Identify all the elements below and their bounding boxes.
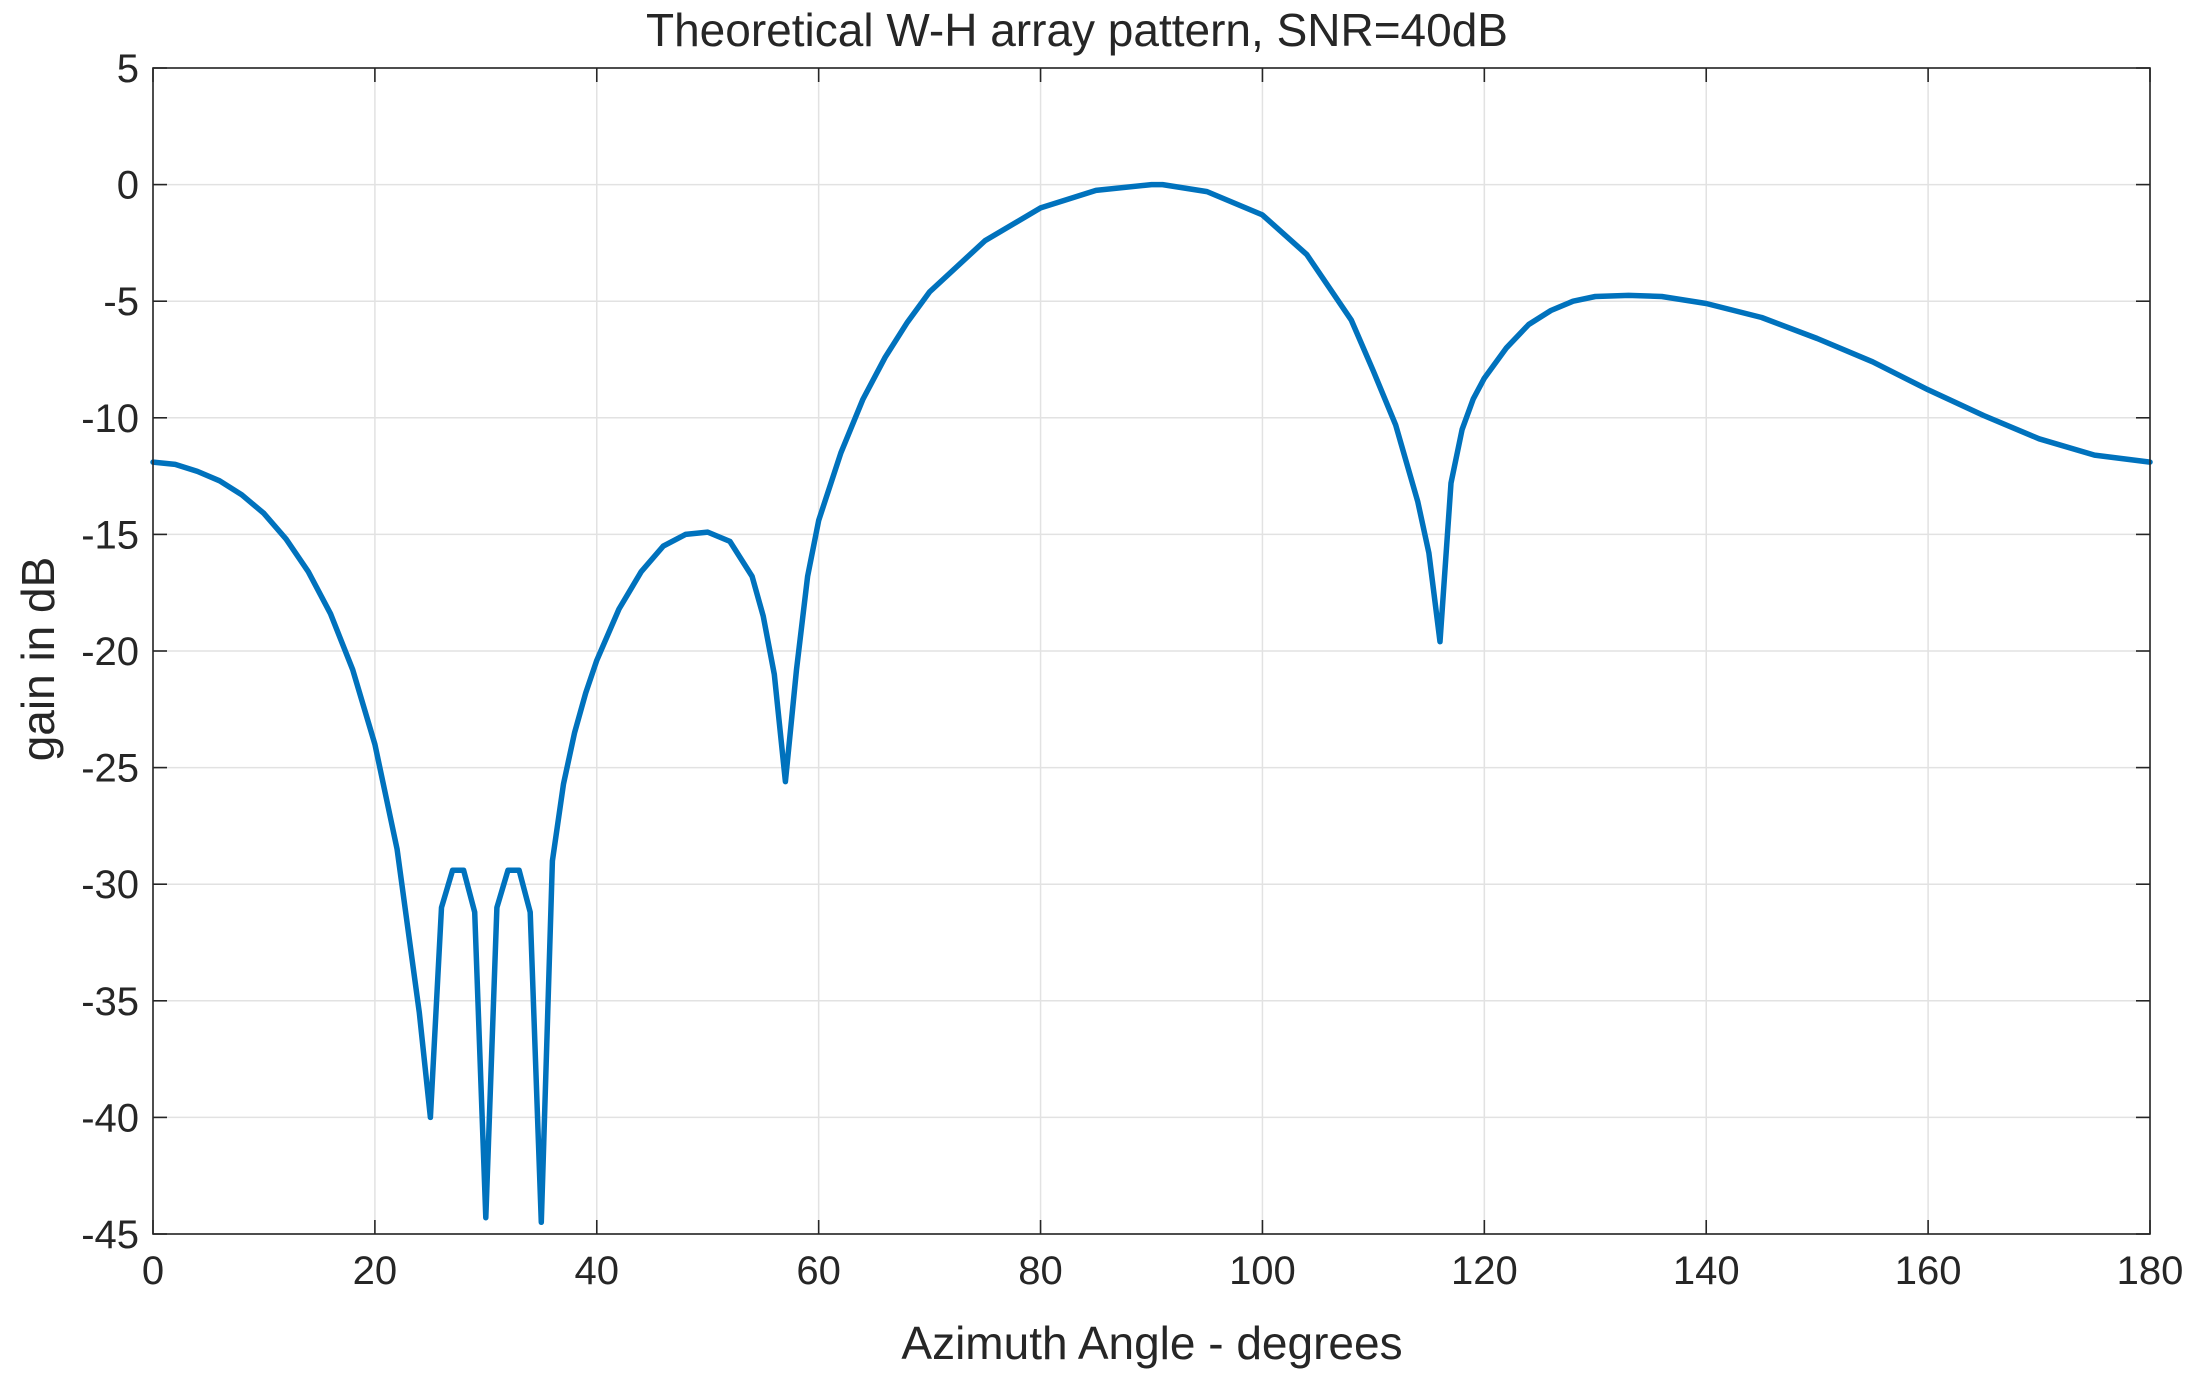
y-axis-label: gain in dB (12, 557, 64, 762)
y-tick-label: -45 (81, 1213, 139, 1257)
x-tick-label: 80 (1018, 1249, 1063, 1293)
y-tick-label: 0 (117, 164, 139, 208)
y-tick-label: -5 (103, 280, 139, 324)
y-tick-label: 5 (117, 47, 139, 91)
x-tick-label: 40 (575, 1249, 620, 1293)
x-tick-label: 120 (1451, 1249, 1518, 1293)
x-tick-label: 100 (1229, 1249, 1296, 1293)
x-tick-label: 0 (142, 1249, 164, 1293)
x-tick-label: 180 (2117, 1249, 2184, 1293)
y-tick-label: -15 (81, 513, 139, 557)
x-tick-label: 20 (353, 1249, 398, 1293)
tick-labels: 0 20 40 60 80 100 120 140 160 180 5 0 -5 -10 -15 -20 -25… (81, 47, 2183, 1293)
y-tick-label: -10 (81, 397, 139, 441)
data-series (150, 181, 2153, 1226)
series-line (150, 181, 2153, 1226)
y-tick-label: -25 (81, 747, 139, 791)
chart-title: Theoretical W-H array pattern, SNR=40dB (646, 4, 1508, 56)
x-axis-label: Azimuth Angle - degrees (901, 1317, 1402, 1369)
x-tick-label: 160 (1895, 1249, 1962, 1293)
y-tick-label: -30 (81, 863, 139, 907)
plot-border (152, 67, 2151, 1235)
y-tick-label: -20 (81, 630, 139, 674)
x-tick-label: 60 (796, 1249, 841, 1293)
y-tick-label: -35 (81, 980, 139, 1024)
y-tick-label: -40 (81, 1096, 139, 1140)
x-tick-label: 140 (1673, 1249, 1740, 1293)
